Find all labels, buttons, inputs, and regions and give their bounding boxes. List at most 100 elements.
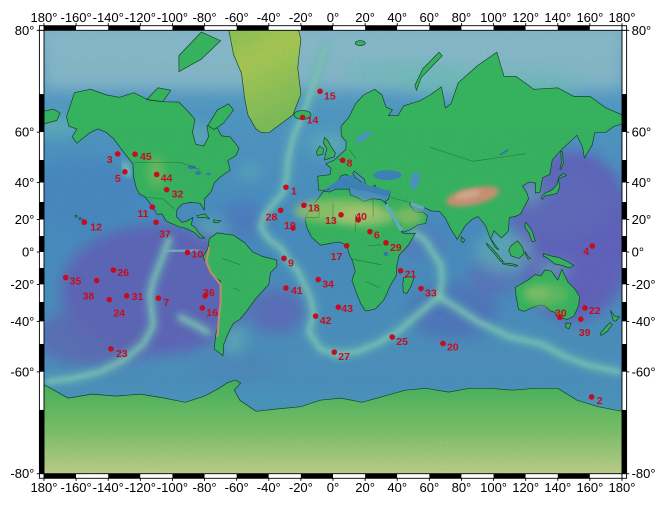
hotspot-label: 1	[291, 185, 297, 197]
x-axis-label: -140°	[93, 480, 124, 495]
hotspot-dot	[153, 219, 159, 226]
hotspot-marker-8: 8	[339, 157, 353, 169]
hotspot-label: 35	[70, 276, 82, 288]
y-axis-label: -40°	[10, 314, 34, 329]
hotspot-marker-26: 26	[110, 267, 129, 279]
x-axis-label: 140°	[544, 10, 571, 25]
hotspot-marker-24: 24	[106, 296, 125, 320]
y-axis-label: 20°	[15, 212, 35, 227]
hotspot-dot	[299, 114, 306, 121]
x-axis-label: -20°	[289, 480, 313, 495]
hotspot-marker-3: 3	[107, 151, 121, 166]
hotspot-marker-32: 32	[163, 186, 184, 201]
x-axis-label: -80°	[193, 480, 217, 495]
hotspot-label: 7	[163, 297, 169, 309]
hotspot-marker-40: 40	[355, 211, 367, 223]
x-axis-label: -120°	[125, 480, 156, 495]
hotspot-dot	[315, 276, 322, 283]
hotspot-marker-18: 18	[301, 202, 320, 214]
x-axis-label: -20°	[289, 10, 313, 25]
hotspot-label: 19	[284, 220, 296, 232]
hotspot-dot	[317, 88, 323, 95]
x-axis-label: 100°	[480, 10, 507, 25]
hotspot-dot	[149, 204, 156, 210]
map-frame	[36, 23, 630, 481]
x-axis-label: 80°	[452, 10, 472, 25]
y-axis-label: -80°	[632, 466, 656, 481]
hotspot-dot	[397, 267, 404, 274]
y-axis-label: -60°	[632, 364, 656, 379]
hotspot-dot	[290, 225, 296, 231]
map-interior	[44, 30, 623, 474]
hotspot-marker-6: 6	[367, 228, 380, 242]
hotspot-marker-23: 23	[108, 345, 128, 360]
hotspot-dot	[577, 316, 584, 322]
hotspot-dot	[281, 255, 287, 262]
y-axis-label: 0°	[632, 245, 644, 260]
hotspot-label: 2	[597, 395, 603, 407]
hotspot-label: 33	[425, 288, 437, 300]
hotspot-label: 42	[320, 315, 332, 327]
y-axis-label: 40°	[15, 175, 35, 190]
hotspot-marker-7: 7	[155, 295, 169, 309]
hotspot-marker-14: 14	[299, 114, 318, 127]
y-axis-left-labels: 80° 60° 40° 20° 0° -20° -40° -60° -80°	[10, 23, 34, 481]
x-axis-label: -120°	[125, 10, 156, 25]
hotspot-marker-36: 36	[202, 287, 215, 299]
x-axis-label: -100°	[157, 480, 188, 495]
hotspot-marker-5: 5	[115, 168, 128, 185]
hotspot-marker-42: 42	[312, 313, 332, 327]
x-axis-label: -140°	[93, 10, 124, 25]
x-axis-label: 180°	[31, 480, 58, 495]
hotspot-dot	[184, 249, 191, 256]
hotspot-label: 27	[338, 351, 350, 363]
hotspot-dot	[557, 314, 563, 321]
x-axis-label: -100°	[157, 10, 188, 25]
hotspot-dot	[110, 267, 117, 273]
hotspot-label: 11	[137, 208, 148, 220]
hotspot-label: 43	[341, 303, 353, 315]
hotspot-marker-38: 38	[83, 277, 100, 303]
hotspot-dot	[93, 277, 100, 284]
hotspot-label: 16	[206, 307, 218, 319]
hotspot-label: 17	[331, 251, 343, 263]
x-axis-label: -60°	[225, 480, 249, 495]
hotspot-marker-15: 15	[317, 88, 336, 102]
hotspot-label: 24	[113, 308, 125, 320]
x-axis-label: 180°	[609, 10, 636, 25]
hotspot-label: 41	[291, 285, 303, 297]
hotspot-label: 39	[579, 327, 591, 339]
hotspot-label: 40	[355, 211, 367, 223]
x-axis-label: 60°	[419, 10, 439, 25]
hotspot-marker-44: 44	[153, 171, 173, 184]
hotspot-marker-17: 17	[331, 243, 350, 263]
hotspot-label: 21	[405, 269, 417, 281]
hotspot-label: 10	[192, 248, 204, 260]
y-axis-label: 60°	[15, 125, 35, 140]
hotspot-dot	[153, 171, 160, 178]
y-axis-label: 60°	[632, 125, 652, 140]
hotspot-marker-10: 10	[184, 248, 204, 260]
hotspot-label: 28	[266, 211, 278, 223]
hotspot-marker-13: 13	[325, 211, 344, 227]
hotspot-dot	[199, 305, 206, 311]
x-axis-label: 80°	[452, 480, 472, 495]
hotspot-label: 23	[116, 348, 128, 360]
hotspot-label: 45	[140, 151, 152, 163]
hotspot-marker-45: 45	[132, 151, 152, 163]
hotspot-label: 38	[83, 291, 95, 303]
hotspot-label: 5	[115, 173, 121, 185]
hotspot-label: 15	[324, 90, 336, 102]
hotspot-dot	[81, 219, 88, 226]
x-axis-label: 60°	[419, 480, 439, 495]
hotspot-label: 22	[589, 305, 601, 317]
hotspot-label: 36	[203, 287, 215, 299]
hotspot-dot	[355, 217, 362, 223]
hotspot-dot	[338, 211, 344, 218]
hotspot-marker-28: 28	[266, 207, 284, 223]
hotspot-marker-39: 39	[577, 316, 591, 339]
hotspot-label: 20	[447, 341, 459, 353]
hotspot-marker-25: 25	[389, 334, 408, 348]
x-axis-label: -80°	[193, 10, 217, 25]
